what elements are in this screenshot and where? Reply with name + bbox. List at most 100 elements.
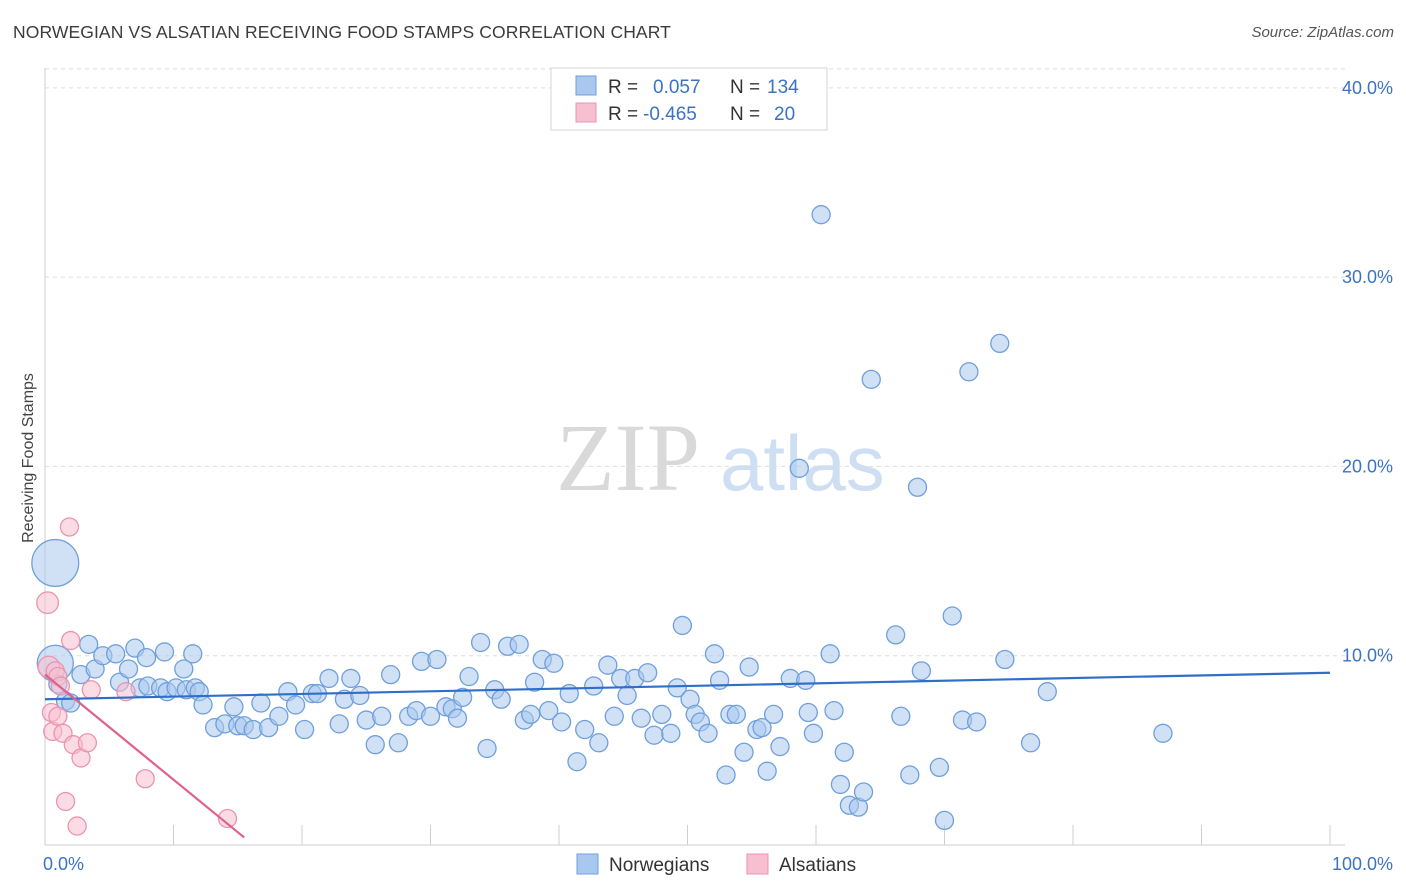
norwegian-point-108	[796, 670, 816, 690]
norwegian-point-11	[118, 659, 139, 679]
norwegian-point-57	[447, 708, 468, 728]
norwegian-point-44	[350, 685, 370, 706]
norwegian-point-95	[709, 670, 730, 690]
norwegian-point-96	[716, 765, 736, 785]
norwegians-trend-line	[44, 671, 1331, 701]
series-legend-swatch-alsatians	[746, 853, 769, 875]
norwegian-point-122	[900, 765, 920, 785]
legend-n-label-alsatians: N =	[730, 104, 760, 125]
alsatian-point-13	[67, 816, 87, 836]
norwegian-point-89	[672, 615, 693, 636]
legend-swatch-alsatians	[575, 102, 597, 123]
legend-swatch-norwegians	[575, 75, 597, 96]
alsatian-point-11	[61, 630, 81, 651]
norwegian-point-121	[891, 706, 911, 726]
alsatian-point-6	[48, 706, 68, 726]
norwegian-point-112	[820, 644, 840, 664]
norwegian-point-60	[470, 632, 491, 653]
norwegian-point-14	[136, 647, 157, 668]
norwegian-point-118	[853, 782, 874, 802]
norwegian-point-107	[789, 458, 809, 478]
norwegian-point-129	[959, 362, 979, 382]
norwegian-point-49	[388, 733, 409, 753]
norwegian-point-37	[294, 719, 315, 740]
norwegian-point-103	[757, 761, 777, 781]
norwegian-point-111	[811, 205, 831, 225]
norwegian-point-87	[661, 723, 681, 743]
legend-r-label-norwegians: R =	[608, 77, 638, 98]
series-legend-label-norwegians: Norwegians	[609, 855, 709, 876]
norwegian-point-61	[477, 738, 497, 759]
legend-r-label-alsatians: R =	[608, 104, 638, 125]
norwegian-point-71	[544, 653, 564, 673]
norwegian-point-54	[427, 649, 447, 670]
legend-n-value-alsatians: 20	[774, 104, 795, 125]
alsatian-point-9	[55, 791, 76, 812]
alsatians-trend-line	[44, 673, 245, 839]
norwegian-point-83	[631, 708, 651, 728]
legend-n-value-norwegians: 134	[767, 77, 799, 98]
norwegian-point-114	[830, 774, 851, 795]
norwegian-point-25	[193, 695, 213, 715]
norwegian-point-67	[521, 704, 541, 725]
norwegian-point-126	[934, 810, 955, 831]
norwegian-point-105	[770, 736, 790, 757]
alsatian-point-15	[77, 733, 98, 753]
norwegian-point-78	[598, 655, 618, 675]
norwegian-point-9	[106, 644, 126, 664]
y-tick-label-10: 10.0%	[1342, 646, 1393, 666]
norwegian-point-93	[698, 723, 718, 743]
norwegian-point-130	[966, 712, 987, 732]
alsatian-point-16	[81, 680, 101, 700]
norwegian-point-59	[459, 666, 479, 687]
norwegian-point-120	[886, 625, 906, 645]
alsatian-point-18	[135, 769, 155, 789]
norwegian-point-48	[381, 664, 401, 685]
norwegian-point-46	[365, 735, 385, 755]
norwegian-point-119	[861, 369, 881, 390]
norwegian-point-74	[567, 752, 587, 772]
norwegian-point-20	[174, 659, 194, 679]
alsatian-point-19	[217, 808, 238, 829]
y-tick-label-40: 40.0%	[1342, 78, 1393, 98]
legend-box	[550, 67, 828, 131]
norwegian-point-88	[667, 678, 687, 698]
norwegian-point-134	[1037, 682, 1057, 702]
norwegian-point-104	[763, 704, 784, 725]
norwegian-point-124	[911, 661, 932, 681]
norwegians-points	[31, 205, 1173, 831]
source-attribution: Source: ZipAtlas.com	[1251, 24, 1394, 41]
norwegian-point-110	[803, 723, 824, 743]
norwegian-point-17	[154, 642, 175, 662]
norwegian-point-32	[251, 693, 271, 713]
norwegian-point-43	[341, 668, 361, 689]
alsatian-point-10	[59, 517, 80, 537]
norwegian-point-84	[638, 663, 658, 683]
norwegian-point-102	[752, 717, 772, 738]
x-tick-label-max: 100.0%	[1332, 854, 1393, 874]
legend-r-value-norwegians: 0.057	[653, 77, 701, 98]
series-legend: Norwegians Alsatians	[576, 853, 856, 876]
norwegian-point-63	[491, 689, 511, 709]
norwegian-point-22	[183, 644, 203, 664]
norwegian-point-36	[285, 695, 306, 715]
y-axis-tick-labels: 10.0% 20.0% 30.0% 40.0%	[1342, 78, 1393, 666]
legend-n-label-norwegians: N =	[730, 77, 760, 98]
norwegian-point-47	[372, 706, 392, 726]
norwegian-point-115	[834, 742, 854, 762]
norwegian-point-123	[907, 477, 928, 497]
norwegian-point-135	[1153, 723, 1173, 743]
alsatians-points	[36, 517, 238, 836]
norwegian-point-72	[551, 712, 572, 732]
norwegian-point-70	[539, 700, 559, 721]
norwegian-point-109	[798, 702, 818, 723]
norwegian-point-58	[452, 687, 473, 708]
x-tick-label-min: 0.0%	[43, 854, 84, 874]
y-tick-label-20: 20.0%	[1342, 456, 1393, 476]
norwegian-point-65	[509, 634, 529, 655]
norwegian-point-99	[734, 742, 754, 762]
norwegian-point-94	[704, 644, 725, 664]
norwegian-point-68	[524, 672, 545, 692]
norwegian-point-131	[990, 333, 1010, 354]
